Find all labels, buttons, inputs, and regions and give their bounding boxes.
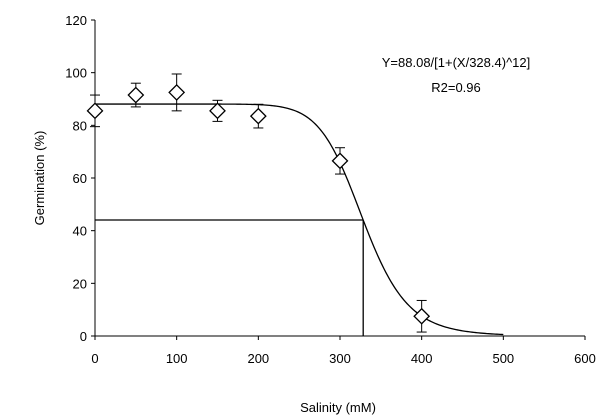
x-tick-label: 200 (247, 351, 269, 366)
y-tick-label: 120 (65, 13, 87, 28)
data-point (331, 147, 349, 175)
x-tick-label: 500 (492, 351, 514, 366)
fit-curve-group (95, 103, 504, 336)
diamond-marker (413, 307, 431, 325)
diamond-marker (86, 102, 104, 120)
fit-curve (95, 103, 504, 336)
x-tick-label: 300 (329, 351, 351, 366)
y-axis-label: Germination (%) (32, 131, 47, 226)
data-points (86, 73, 431, 333)
y-tick-label: 100 (65, 66, 87, 81)
equation-annotation: Y=88.08/[1+(X/328.4)^12] (382, 55, 530, 70)
diamond-marker (168, 83, 186, 101)
axis-labels: Germination (%) Salinity (mM) (32, 131, 376, 415)
data-point (127, 82, 145, 108)
y-tick-label: 20 (73, 276, 87, 291)
y-tick-label: 80 (73, 118, 87, 133)
x-axis-label: Salinity (mM) (300, 400, 376, 415)
x-tick-label: 400 (411, 351, 433, 366)
reference-lines (95, 219, 364, 336)
x-tick-label: 600 (574, 351, 596, 366)
diamond-marker (127, 86, 145, 104)
diamond-marker (331, 152, 349, 170)
diamond-marker (249, 107, 267, 125)
data-point (209, 99, 226, 122)
r-squared-annotation: R2=0.96 (431, 80, 481, 95)
data-point (86, 94, 104, 128)
data-point (168, 73, 186, 112)
diamond-marker (209, 102, 226, 120)
data-point (413, 299, 431, 333)
data-point (249, 103, 267, 129)
x-tick-label: 100 (166, 351, 188, 366)
axes: 0 20 40 60 80 100 120 0 100 200 300 400 500 600 (65, 13, 596, 366)
x-tick-label: 0 (91, 351, 98, 366)
y-tick-label: 40 (73, 224, 87, 239)
y-tick-label: 60 (73, 171, 87, 186)
y-tick-label: 0 (80, 329, 87, 344)
annotations: Y=88.08/[1+(X/328.4)^12] R2=0.96 (382, 55, 530, 95)
